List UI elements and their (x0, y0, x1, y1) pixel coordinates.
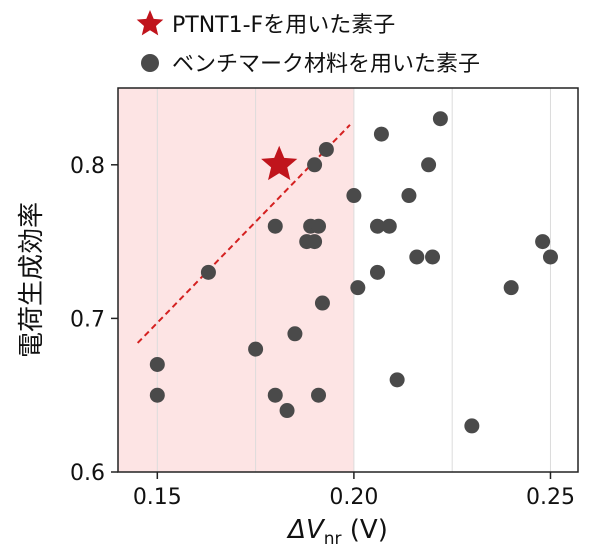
data-point (311, 387, 327, 403)
data-point (401, 188, 417, 204)
data-point (373, 126, 389, 142)
y-tick-label: 0.8 (70, 154, 105, 179)
legend-star-shape (136, 10, 164, 36)
data-point (425, 249, 441, 265)
x-axis-label: ΔVnr (V) (286, 515, 388, 548)
plot-frame (117, 87, 579, 473)
data-point (307, 234, 323, 250)
data-point (432, 111, 448, 127)
data-point (542, 249, 558, 265)
legend-label-benchmark: ベンチマーク材料を用いた素子 (172, 52, 480, 77)
legend: PTNT1-Fを用いた素子 ベンチマーク材料を用いた素子 (136, 10, 480, 77)
data-point (369, 264, 385, 280)
legend-star-icon (136, 10, 164, 36)
data-point (381, 218, 397, 234)
legend-label-ptnt1-f: PTNT1-Fを用いた素子 (172, 13, 395, 38)
x-axis-label-main: ΔV (286, 515, 326, 545)
x-tick-label: 0.15 (133, 485, 182, 510)
x-axis-label-sub: nr (324, 529, 342, 548)
data-point (503, 280, 519, 296)
legend-circle-icon (141, 54, 159, 72)
x-tick-label: 0.25 (526, 485, 575, 510)
data-point (287, 326, 303, 342)
data-point (369, 218, 385, 234)
data-point (409, 249, 425, 265)
data-point (200, 264, 216, 280)
y-tick-label: 0.7 (70, 307, 105, 332)
y-tick-label: 0.6 (70, 461, 105, 486)
data-point (149, 387, 165, 403)
star-point (261, 145, 298, 181)
x-tick-label: 0.20 (329, 485, 378, 510)
data-point (421, 157, 437, 173)
data-point (318, 141, 334, 157)
y-axis-label: 電荷生成効率 (17, 202, 47, 358)
data-point (311, 218, 327, 234)
data-point (267, 218, 283, 234)
data-point (279, 403, 295, 419)
data-point (389, 372, 405, 388)
data-point (464, 418, 480, 434)
shaded-region (118, 88, 354, 472)
data-point (535, 234, 551, 250)
data-point (314, 295, 330, 311)
data-point (346, 188, 362, 204)
data-point (248, 341, 264, 357)
data-point (307, 157, 323, 173)
x-axis-label-unit: (V) (342, 515, 388, 545)
data-point (350, 280, 366, 296)
data-point (149, 356, 165, 372)
data-point (267, 387, 283, 403)
